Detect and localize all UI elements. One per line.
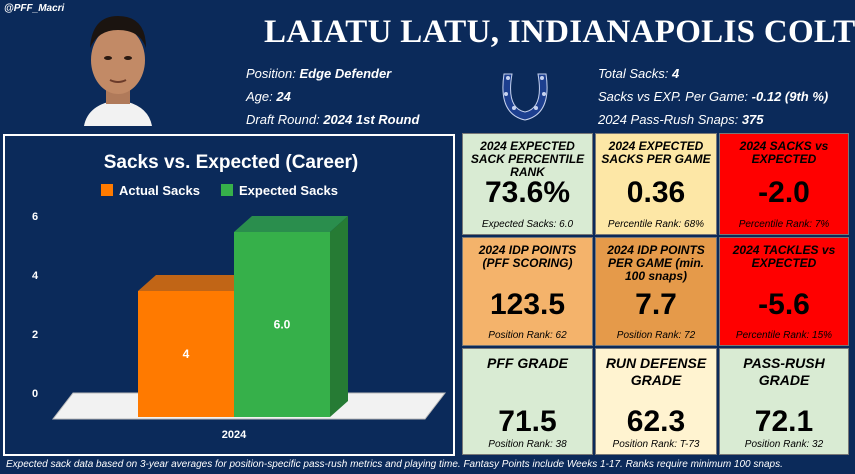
draft-info: Draft Round: 2024 1st Round <box>246 112 420 127</box>
tile-value: 62.3 <box>626 405 686 438</box>
x-tick-label: 2024 <box>222 429 247 441</box>
bar-data-label: 6.0 <box>274 318 291 332</box>
stat-tile: PFF GRADE 71.5 Position Rank: 38 <box>462 348 593 455</box>
social-handle: @PFF_Macri <box>4 3 65 14</box>
bar-top <box>234 216 348 232</box>
bar-expected: 6.0 <box>234 216 348 417</box>
tile-subtext: Expected Sacks: 6.0 <box>481 219 574 230</box>
tile-label: 2024 IDP POINTS (PFF SCORING) <box>478 243 577 270</box>
legend-swatch-1 <box>221 184 233 196</box>
stat-tile: RUN DEFENSE GRADE 62.3 Position Rank: T-73 <box>595 348 717 455</box>
tile-subtext: Percentile Rank: 15% <box>735 330 833 341</box>
age-info: Age: 24 <box>246 89 291 104</box>
y-tick-label: 0 <box>32 388 38 400</box>
y-tick-label: 4 <box>32 270 39 282</box>
tile-value: 72.1 <box>754 405 814 438</box>
bar-front <box>138 291 234 417</box>
pass-rush-snaps-info: 2024 Pass-Rush Snaps: 375 <box>598 112 764 127</box>
legend-label-1: Expected Sacks <box>239 183 338 198</box>
tile-label: 2024 SACKS vs EXPECTED <box>739 139 829 166</box>
tile-subtext: Position Rank: T-73 <box>612 439 700 450</box>
sacks-bar-chart: Sacks vs. Expected (Career) Actual Sacks… <box>32 152 447 441</box>
bar-side <box>330 216 348 417</box>
sacks-vs-exp-info: Sacks vs EXP. Per Game: -0.12 (9th %) <box>598 89 829 104</box>
tile-label: 2024 EXPECTED SACKS PER GAME <box>601 139 711 166</box>
tile-subtext: Percentile Rank: 7% <box>738 219 830 230</box>
y-axis: 0 2 4 6 <box>32 211 39 400</box>
stat-tile: 2024 IDP POINTS PER GAME (min. 100 snaps… <box>595 237 717 346</box>
tile-label: 2024 IDP POINTS PER GAME (min. 100 snaps… <box>607 243 705 283</box>
tile-subtext: Position Rank: 62 <box>488 330 567 341</box>
tile-subtext: Position Rank: 38 <box>488 439 567 450</box>
stat-tile: 2024 EXPECTED SACK PERCENTILE RANK 73.6% E… <box>462 133 593 235</box>
y-tick-label: 2 <box>32 329 38 341</box>
player-headshot <box>70 8 166 126</box>
footnote: Expected sack data based on 3-year avera… <box>6 459 783 470</box>
bar-data-label: 4 <box>183 347 190 361</box>
stat-tile: PASS-RUSH GRADE 72.1 Position Rank: 32 <box>719 348 849 455</box>
tile-subtext: Position Rank: 72 <box>616 330 696 341</box>
chart-legend: Actual Sacks Expected Sacks <box>101 183 338 198</box>
tile-label: PFF GRADE <box>487 355 568 371</box>
sacks-chart-panel: Sacks vs. Expected (Career) Actual Sacks… <box>3 134 455 456</box>
stat-tile: 2024 SACKS vs EXPECTED -2.0 Percentile Ran… <box>719 133 849 235</box>
stat-tile: 2024 EXPECTED SACKS PER GAME 0.36 Percenti… <box>595 133 717 235</box>
position-info: Position: Edge Defender <box>246 66 392 81</box>
tile-value: 73.6% <box>484 176 571 209</box>
chart-title: Sacks vs. Expected (Career) <box>104 152 359 173</box>
tile-label: 2024 TACKLES vs EXPECTED <box>732 243 836 270</box>
legend-label-0: Actual Sacks <box>119 183 200 198</box>
tile-value: -5.6 <box>758 288 810 321</box>
bar-front <box>234 232 330 417</box>
tile-value: -2.0 <box>758 176 810 209</box>
tile-subtext: Percentile Rank: 68% <box>607 219 705 230</box>
tile-value: 71.5 <box>498 405 557 438</box>
y-tick-label: 6 <box>32 211 38 223</box>
tile-label: 2024 EXPECTED SACK PERCENTILE RANK <box>470 139 585 179</box>
total-sacks-info: Total Sacks: 4 <box>598 66 680 81</box>
bar-top <box>138 275 252 291</box>
x-axis: 2024 <box>222 429 247 441</box>
stat-tile: 2024 IDP POINTS (PFF SCORING) 123.5 Positi… <box>462 237 593 346</box>
horseshoe-logo-icon <box>502 73 548 121</box>
tile-label: RUN DEFENSE GRADE <box>605 355 707 388</box>
tile-label: PASS-RUSH GRADE <box>743 355 825 388</box>
stat-tile: 2024 TACKLES vs EXPECTED -5.6 Percentile R… <box>719 237 849 346</box>
bars-group: 46.0 <box>138 216 348 417</box>
legend-swatch-0 <box>101 184 113 196</box>
page-title: LAIATU LATU, INDIANAPOLIS COLTS <box>264 14 855 50</box>
tile-value: 7.7 <box>635 288 677 321</box>
tile-value: 123.5 <box>489 288 566 321</box>
tile-value: 0.36 <box>626 176 686 209</box>
tile-subtext: Position Rank: 32 <box>744 439 824 450</box>
